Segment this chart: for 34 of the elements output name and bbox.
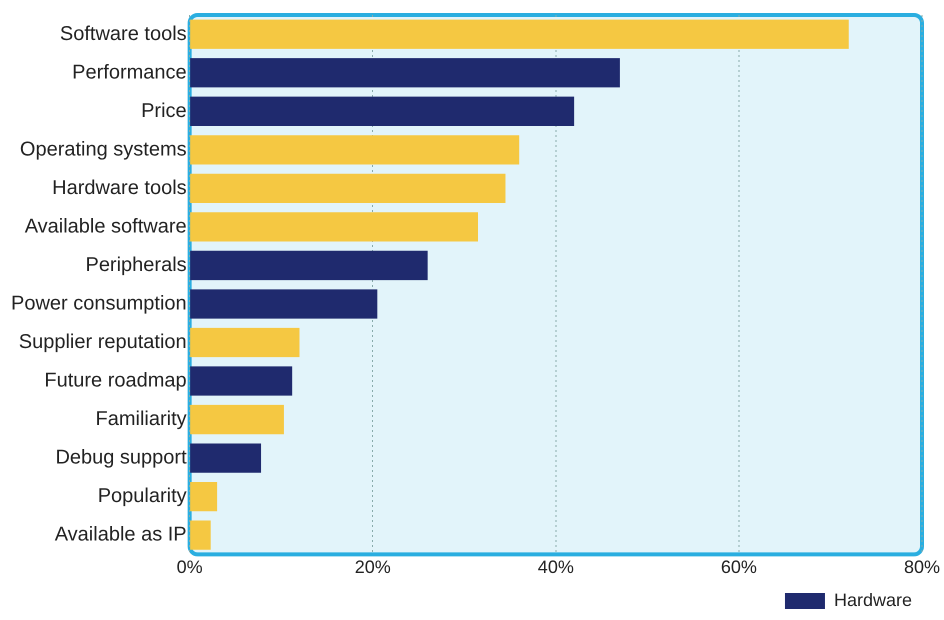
- x-tick-label: 40%: [538, 557, 574, 578]
- x-tick-label: 60%: [720, 557, 757, 578]
- y-tick-label: Power consumption: [10, 292, 187, 314]
- bar: [190, 212, 478, 242]
- bar: [190, 96, 574, 126]
- y-tick-label: Peripherals: [85, 254, 187, 276]
- bar: [190, 135, 520, 164]
- bar: [190, 250, 428, 280]
- y-tick-label: Future roadmap: [44, 370, 187, 392]
- y-tick-label: Available software: [24, 215, 187, 238]
- bar: [190, 366, 292, 396]
- legend-label: Hardware: [834, 590, 912, 610]
- bar: [190, 328, 300, 358]
- y-tick-label: Operating systems: [20, 138, 187, 160]
- y-tick-label: Familiarity: [96, 408, 187, 430]
- bar: [190, 482, 218, 512]
- y-tick-label: Performance: [72, 61, 187, 84]
- bar: [190, 520, 211, 550]
- x-tick-label: 0%: [176, 557, 203, 578]
- bar: [190, 289, 378, 319]
- x-tick-label: 80%: [904, 557, 940, 578]
- y-tick-label: Available as IP: [54, 524, 187, 546]
- bar: [190, 174, 506, 204]
- y-tick-label: Popularity: [98, 485, 187, 508]
- y-tick-label: Software tools: [60, 22, 187, 45]
- y-tick-label: Hardware tools: [52, 176, 187, 199]
- y-tick-label: Price: [141, 100, 187, 122]
- y-tick-label: Supplier reputation: [18, 331, 187, 354]
- bar: [190, 20, 849, 49]
- bar: [190, 404, 284, 434]
- bar: [190, 443, 262, 473]
- x-tick-label: 20%: [354, 557, 391, 578]
- y-tick-label: Debug support: [55, 446, 188, 469]
- bar: [190, 58, 620, 88]
